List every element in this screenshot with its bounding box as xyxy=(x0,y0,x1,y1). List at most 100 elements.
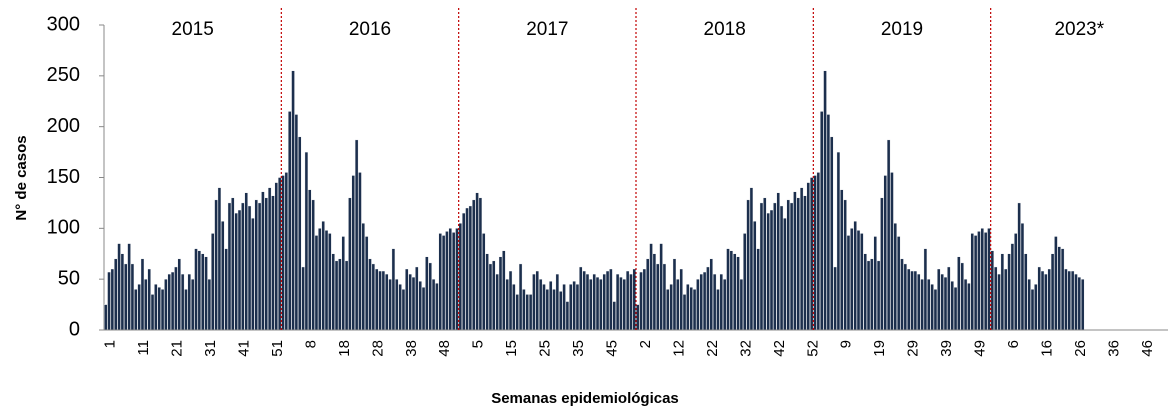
bar xyxy=(562,284,566,331)
bar xyxy=(756,248,760,331)
bar xyxy=(224,248,228,331)
y-tick-label: 250 xyxy=(47,64,80,86)
bar xyxy=(328,233,332,331)
bar xyxy=(127,243,131,331)
x-tick-label: 19 xyxy=(871,340,888,357)
bar xyxy=(963,278,968,331)
y-tick-label: 100 xyxy=(47,217,80,239)
bar xyxy=(689,287,693,331)
bar xyxy=(334,260,339,331)
bar xyxy=(160,289,165,331)
bar xyxy=(120,253,125,331)
y-axis-title: N° de casos xyxy=(13,135,30,220)
bar xyxy=(1067,270,1072,331)
bar xyxy=(398,284,402,331)
x-tick-label: 8 xyxy=(302,340,319,348)
bar xyxy=(906,268,911,331)
bar xyxy=(953,287,958,331)
bar xyxy=(1070,270,1075,331)
bar xyxy=(947,266,951,331)
x-tick-label: 9 xyxy=(838,340,855,348)
bar xyxy=(157,287,161,331)
bar xyxy=(873,236,877,331)
bar xyxy=(635,304,640,331)
bar xyxy=(1034,284,1038,331)
bar xyxy=(512,284,516,331)
x-tick-label: 45 xyxy=(604,340,621,357)
x-tick-label: 35 xyxy=(570,340,587,357)
bar xyxy=(545,289,550,331)
bar xyxy=(247,205,252,331)
bar xyxy=(960,262,964,331)
bar xyxy=(244,192,248,331)
bar xyxy=(164,278,168,331)
bar xyxy=(468,205,473,331)
x-tick-label: 18 xyxy=(336,340,353,357)
bar xyxy=(234,212,238,331)
bar xyxy=(917,273,921,331)
bar xyxy=(1030,289,1035,331)
bar xyxy=(836,151,841,331)
bar xyxy=(759,202,764,331)
bar xyxy=(890,172,894,331)
bar xyxy=(184,289,188,331)
bar xyxy=(943,276,948,331)
x-tick-label: 41 xyxy=(235,340,252,357)
x-tick-label: 29 xyxy=(905,340,922,357)
x-tick-label: 52 xyxy=(804,340,821,357)
x-tick-label: 1 xyxy=(102,340,119,348)
x-tick-label: 15 xyxy=(503,340,520,357)
bar xyxy=(374,268,379,331)
bar xyxy=(1004,268,1008,331)
bar xyxy=(318,228,322,331)
bar xyxy=(395,278,399,331)
bar xyxy=(482,233,486,331)
bar xyxy=(124,263,128,331)
bar xyxy=(331,253,335,331)
bar xyxy=(796,197,800,331)
x-tick-label: 2 xyxy=(637,340,654,348)
bar xyxy=(575,284,580,331)
bar xyxy=(749,187,754,331)
bar xyxy=(913,270,918,331)
bar xyxy=(1060,248,1065,331)
x-tick-label: 42 xyxy=(771,340,788,357)
x-tick-label: 31 xyxy=(202,340,219,357)
period-label: 2015 xyxy=(172,19,214,40)
bar xyxy=(746,199,750,331)
bar xyxy=(535,270,540,331)
bar xyxy=(1014,233,1018,331)
bar xyxy=(358,172,362,331)
bar xyxy=(1074,273,1078,331)
bar xyxy=(217,187,222,331)
bar xyxy=(445,231,449,331)
period-label: 2019 xyxy=(881,19,923,40)
bar xyxy=(565,301,570,331)
x-tick-label: 11 xyxy=(135,340,152,356)
x-tick-label: 48 xyxy=(436,340,453,357)
bar xyxy=(706,266,710,331)
bar xyxy=(843,199,847,331)
bar xyxy=(629,273,633,331)
bar xyxy=(696,278,700,331)
bar xyxy=(933,289,938,331)
bar xyxy=(401,289,406,331)
bar xyxy=(1044,273,1048,331)
bar xyxy=(769,209,774,331)
bar xyxy=(702,271,707,331)
bar xyxy=(405,268,409,331)
bar xyxy=(221,221,225,331)
bar xyxy=(1027,278,1031,331)
bar xyxy=(990,250,995,331)
bar xyxy=(823,70,827,331)
bar xyxy=(200,253,205,331)
bar xyxy=(388,278,392,331)
bar xyxy=(371,263,376,331)
bar xyxy=(321,221,325,331)
bar xyxy=(381,270,386,331)
x-tick-label: 6 xyxy=(1005,340,1022,348)
bar xyxy=(167,273,171,331)
x-tick-label: 16 xyxy=(1038,340,1055,357)
bar xyxy=(923,248,928,331)
bar xyxy=(391,248,396,331)
